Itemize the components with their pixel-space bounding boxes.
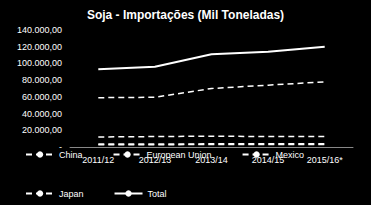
svg-text:2014/15: 2014/15 xyxy=(251,154,285,165)
svg-text:20.000,00: 20.000,00 xyxy=(22,125,62,135)
svg-text:Mexico: Mexico xyxy=(276,150,305,160)
svg-text:140.000,00: 140.000,00 xyxy=(17,25,62,35)
svg-text:120.000,00: 120.000,00 xyxy=(17,42,62,52)
svg-text:Total: Total xyxy=(148,189,167,199)
svg-text:80.000,00: 80.000,00 xyxy=(22,75,62,85)
svg-text:European Union: European Union xyxy=(147,150,212,160)
svg-text:Soja - Importações (Mil Tonela: Soja - Importações (Mil Toneladas) xyxy=(87,8,284,22)
svg-text:2013/14: 2013/14 xyxy=(195,154,228,165)
svg-text:2015/16*: 2015/16* xyxy=(307,155,344,165)
svg-text:2011/12: 2011/12 xyxy=(82,155,114,165)
svg-text:2012/13: 2012/13 xyxy=(138,154,172,165)
svg-text:Japan: Japan xyxy=(59,189,84,199)
svg-text:40.000,00: 40.000,00 xyxy=(22,109,62,119)
svg-text:100.000,00: 100.000,00 xyxy=(17,58,62,68)
svg-text:60.000,00: 60.000,00 xyxy=(22,92,62,102)
svg-text:China: China xyxy=(59,150,83,160)
